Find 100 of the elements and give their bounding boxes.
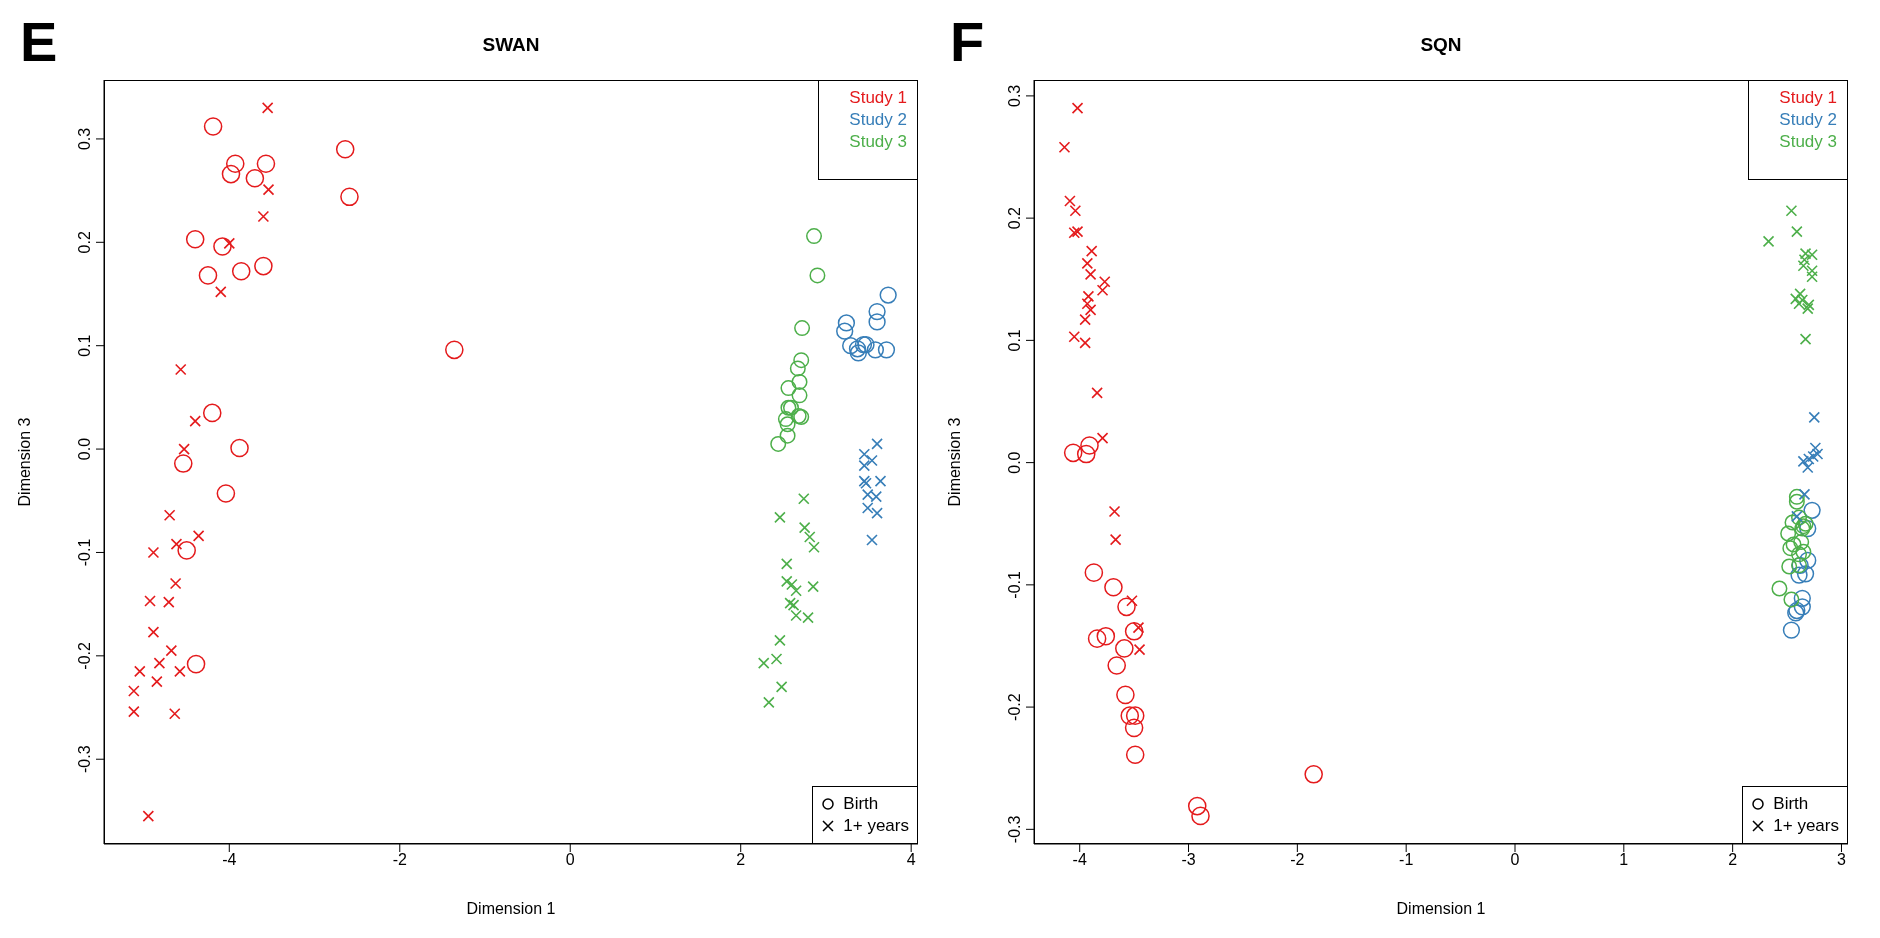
point bbox=[1799, 519, 1817, 538]
point bbox=[798, 521, 811, 534]
y-tick-label: 0.3 bbox=[76, 127, 93, 151]
point bbox=[202, 403, 222, 423]
point bbox=[1080, 436, 1099, 455]
point bbox=[1079, 313, 1091, 326]
point bbox=[225, 154, 245, 174]
point bbox=[789, 360, 806, 377]
point bbox=[1771, 580, 1788, 597]
text: Study 3 bbox=[1779, 131, 1837, 153]
point bbox=[1124, 718, 1144, 738]
point bbox=[1116, 685, 1135, 705]
y-axis-title: Dimension 3 bbox=[945, 417, 963, 507]
point bbox=[1096, 626, 1116, 646]
point bbox=[808, 541, 820, 554]
point bbox=[1187, 796, 1207, 816]
point bbox=[842, 337, 860, 355]
point bbox=[1796, 565, 1815, 583]
point bbox=[162, 596, 175, 608]
text: Study 3 bbox=[849, 131, 907, 153]
point bbox=[1791, 546, 1808, 563]
point bbox=[256, 154, 276, 174]
point bbox=[1807, 450, 1819, 463]
point bbox=[261, 102, 274, 114]
point bbox=[1096, 284, 1109, 297]
point bbox=[1811, 448, 1824, 460]
x-tick-label: 2 bbox=[736, 851, 746, 869]
point bbox=[128, 705, 140, 718]
point bbox=[803, 531, 816, 543]
point bbox=[806, 228, 823, 245]
point bbox=[1791, 225, 1803, 238]
point bbox=[1782, 540, 1799, 557]
point bbox=[779, 416, 796, 433]
x-tick-label: 0 bbox=[1510, 851, 1520, 869]
x-axis-title: Dimension 1 bbox=[466, 900, 556, 917]
point bbox=[1801, 461, 1814, 474]
point bbox=[1794, 288, 1806, 300]
y-tick-label: 0.2 bbox=[76, 231, 93, 254]
point bbox=[1098, 275, 1111, 288]
point bbox=[1798, 488, 1811, 501]
point bbox=[757, 657, 770, 669]
point bbox=[871, 438, 883, 450]
point bbox=[786, 578, 798, 591]
point bbox=[780, 558, 793, 570]
x-tick-label: -4 bbox=[1072, 851, 1087, 869]
point bbox=[151, 675, 163, 688]
point bbox=[153, 657, 166, 669]
point bbox=[774, 511, 786, 524]
x-tick-label: 2 bbox=[1728, 851, 1738, 869]
x-tick-label: 1 bbox=[1619, 851, 1629, 869]
point bbox=[779, 427, 796, 444]
point bbox=[1120, 706, 1140, 725]
point bbox=[1085, 245, 1098, 257]
point bbox=[849, 344, 867, 362]
point bbox=[1069, 205, 1082, 217]
point bbox=[147, 626, 160, 638]
point bbox=[1793, 534, 1810, 551]
point bbox=[1785, 205, 1798, 217]
point bbox=[780, 380, 797, 397]
text: F bbox=[950, 10, 985, 73]
point bbox=[866, 534, 878, 546]
point bbox=[216, 484, 236, 503]
point bbox=[1081, 297, 1094, 310]
point bbox=[1793, 598, 1811, 616]
point bbox=[858, 459, 871, 472]
point bbox=[1084, 268, 1097, 281]
point bbox=[1782, 621, 1801, 639]
point bbox=[1799, 247, 1812, 260]
y-tick-label: 0.2 bbox=[1006, 206, 1023, 230]
y-tick-label: 0.0 bbox=[76, 437, 93, 461]
text: Study 1 bbox=[1779, 87, 1837, 109]
point bbox=[173, 454, 193, 473]
point bbox=[1795, 543, 1812, 560]
y-tick-label: -0.1 bbox=[76, 538, 93, 567]
chart-title: SQN bbox=[1419, 34, 1463, 56]
point bbox=[1798, 253, 1811, 266]
point bbox=[777, 411, 794, 428]
point bbox=[1788, 488, 1805, 505]
point bbox=[1784, 514, 1801, 531]
point bbox=[879, 286, 897, 304]
y-tick-label: 0.1 bbox=[76, 334, 93, 357]
point bbox=[165, 644, 178, 657]
y-tick-label: -0.1 bbox=[1006, 570, 1023, 599]
point bbox=[763, 696, 775, 709]
point bbox=[170, 538, 183, 550]
point bbox=[868, 313, 886, 331]
point bbox=[1076, 444, 1096, 464]
point bbox=[790, 584, 802, 597]
point bbox=[1806, 271, 1818, 283]
point bbox=[1108, 505, 1121, 518]
point bbox=[214, 286, 227, 298]
point bbox=[257, 210, 270, 223]
point bbox=[1799, 333, 1812, 345]
y-tick-label: 0.1 bbox=[1006, 329, 1023, 352]
point bbox=[192, 530, 205, 542]
point bbox=[142, 810, 155, 822]
point bbox=[1783, 591, 1800, 608]
point bbox=[1788, 493, 1805, 510]
x-tick-label: 4 bbox=[906, 851, 916, 869]
point bbox=[1808, 411, 1821, 424]
